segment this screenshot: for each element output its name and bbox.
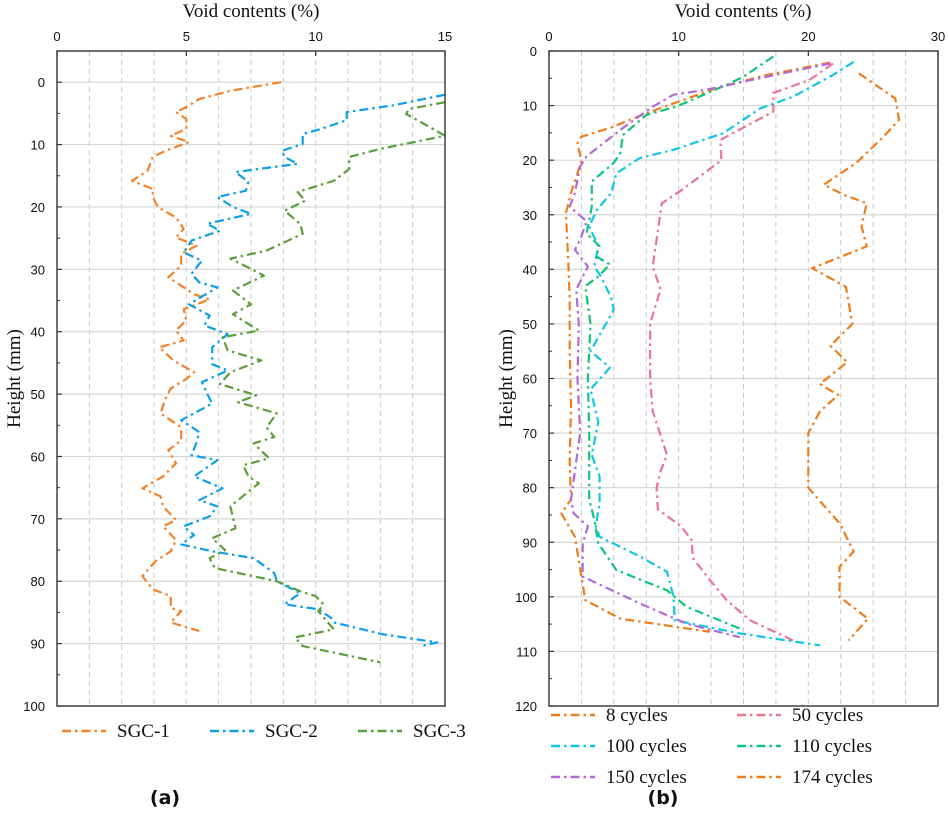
series-line-sgc-1 bbox=[130, 81, 282, 633]
y-tick-label: 30 bbox=[523, 208, 537, 223]
y-tick-label: 20 bbox=[523, 153, 537, 168]
x-axis-title: Void contents (%) bbox=[183, 1, 320, 22]
series-line-110-cycles bbox=[584, 55, 774, 630]
y-tick-label: 30 bbox=[31, 262, 45, 277]
y-tick-label: 20 bbox=[31, 200, 45, 215]
y-tick-label: 40 bbox=[523, 262, 537, 277]
panel-label: (b) bbox=[648, 787, 679, 809]
x-tick-label: 0 bbox=[545, 29, 552, 44]
series-line-150-cycles bbox=[568, 62, 831, 639]
legend-item: 100 cycles bbox=[551, 736, 687, 757]
legend-label: SGC-1 bbox=[117, 721, 170, 742]
y-tick-label: 90 bbox=[31, 637, 45, 652]
y-tick-label: 80 bbox=[523, 481, 537, 496]
y-tick-label: 0 bbox=[530, 44, 537, 59]
legend-label: SGC-3 bbox=[413, 721, 466, 742]
legend-label: 100 cycles bbox=[606, 736, 687, 757]
legend-label: 150 cycles bbox=[606, 767, 687, 788]
y-tick-label: 80 bbox=[31, 574, 45, 589]
legend: 8 cycles 50 cycles 100 cycles 110 cycles 150… bbox=[551, 705, 873, 788]
y-axis-title: Height (mm) bbox=[4, 329, 25, 428]
x-tick-label: 15 bbox=[438, 29, 452, 44]
legend-item: 174 cycles bbox=[737, 767, 873, 788]
y-tick-label: 40 bbox=[31, 325, 45, 340]
x-tick-label: 30 bbox=[931, 29, 945, 44]
legend-item: 110 cycles bbox=[737, 736, 872, 757]
legend-label: 8 cycles bbox=[606, 705, 668, 726]
legend-label: SGC-2 bbox=[265, 721, 318, 742]
y-tick-label: 110 bbox=[516, 644, 537, 659]
y-tick-label: 100 bbox=[515, 590, 537, 605]
x-axis-title: Void contents (%) bbox=[675, 1, 812, 22]
y-tick-label: 70 bbox=[31, 512, 45, 527]
legend-item: 150 cycles bbox=[551, 767, 687, 788]
chart-panel-a: 0 5 10 15 0 10 20 30 40 50 60 70 80 90 100 Void content… bbox=[4, 1, 466, 809]
y-tick-label: 60 bbox=[31, 449, 45, 464]
series-line-174-cycles bbox=[807, 72, 901, 642]
x-tick-label: 20 bbox=[801, 29, 815, 44]
legend: SGC-1 SGC-2 SGC-3 bbox=[62, 721, 466, 742]
x-tick-label: 10 bbox=[671, 29, 685, 44]
series-line-50-cycles bbox=[649, 62, 834, 642]
x-tick-label: 5 bbox=[183, 29, 190, 44]
legend-item: SGC-2 bbox=[210, 721, 318, 742]
y-tick-label: 50 bbox=[523, 317, 537, 332]
legend-label: 50 cycles bbox=[792, 705, 863, 726]
legend-item: 8 cycles bbox=[551, 705, 668, 726]
series-line-8-cycles bbox=[560, 61, 831, 633]
y-tick-label: 90 bbox=[523, 535, 537, 550]
y-tick-label: 50 bbox=[31, 387, 45, 402]
x-tick-label: 0 bbox=[53, 29, 60, 44]
series-line-sgc-2 bbox=[180, 93, 445, 648]
y-tick-label: 100 bbox=[23, 699, 45, 714]
y-tick-label: 0 bbox=[38, 75, 45, 90]
series-line-sgc-3 bbox=[208, 101, 445, 664]
y-tick-label: 70 bbox=[523, 426, 537, 441]
legend-label: 174 cycles bbox=[792, 767, 873, 788]
legend-item: 50 cycles bbox=[737, 705, 863, 726]
y-axis-title: Height (mm) bbox=[496, 329, 517, 428]
y-tick-label: 10 bbox=[523, 99, 537, 114]
x-tick-label: 10 bbox=[308, 29, 322, 44]
y-tick-label: 120 bbox=[515, 699, 537, 714]
legend-label: 110 cycles bbox=[792, 736, 872, 757]
y-tick-label: 60 bbox=[523, 372, 537, 387]
legend-item: SGC-3 bbox=[358, 721, 466, 742]
chart-panel-b: 0 10 20 30 0 10 20 30 40 50 60 70 80 90 100 110 120 Void … bbox=[496, 1, 945, 809]
panel-label: (a) bbox=[150, 787, 180, 809]
legend-item: SGC-1 bbox=[62, 721, 170, 742]
series-line-100-cycles bbox=[588, 60, 855, 647]
y-tick-label: 10 bbox=[31, 138, 45, 153]
plot-frame bbox=[56, 50, 446, 707]
